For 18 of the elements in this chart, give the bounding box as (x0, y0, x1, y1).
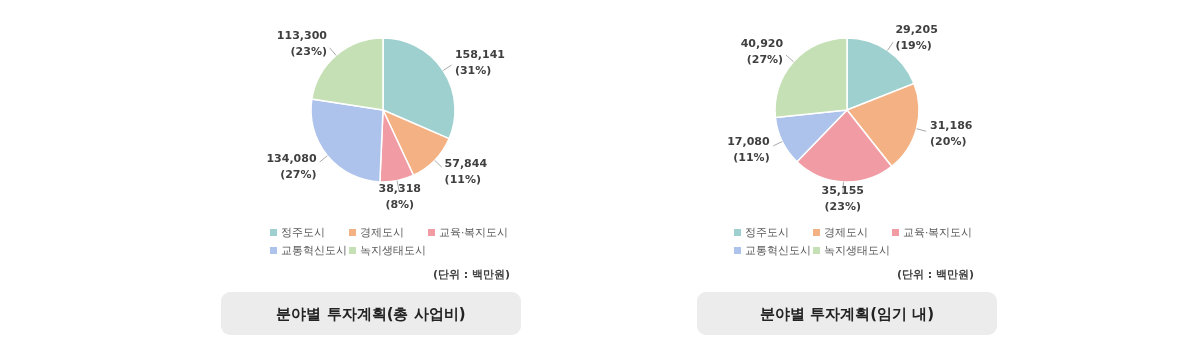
data-label: 113,300 (23%) (276, 29, 328, 59)
data-label: 57,844 (11%) (444, 157, 488, 187)
legend-label: 경제도시 (360, 226, 404, 238)
text: (단위 : 백만원) (432, 268, 510, 281)
data-label: 134,080 (27%) (266, 151, 317, 181)
data-label: 35,155 (23%) (821, 183, 865, 213)
data-label: 158,141 (31%) (454, 47, 506, 77)
text: 분야별 투자계획(총 사업비) (276, 305, 466, 323)
legend-label: 정주도시 (281, 226, 325, 238)
text: 분야별 투자계획(임기 내) (759, 305, 935, 323)
data-label: 38,318 (8%) (378, 182, 422, 212)
data-label: 31,186 (20%) (930, 118, 973, 148)
data-label: 29,205 (19%) (895, 23, 938, 53)
text: (단위 : 백만원) (896, 268, 974, 281)
legend-label: 정주도시 (745, 226, 789, 238)
data-label: 17,080 (11%) (727, 134, 771, 164)
legend-label: 경제도시 (824, 226, 868, 238)
data-label: 40,920 (27%) (740, 37, 784, 67)
